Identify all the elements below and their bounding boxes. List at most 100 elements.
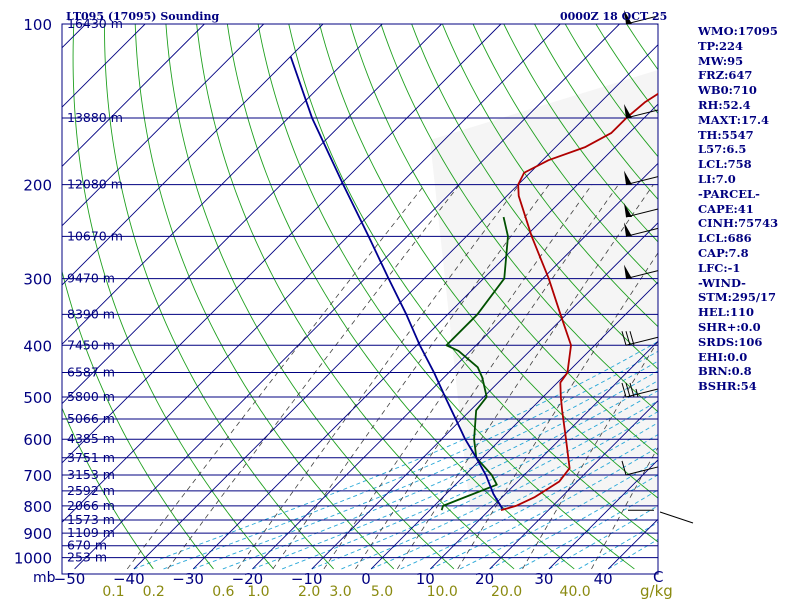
pressure-unit-label: mb — [33, 570, 56, 586]
height-label: 9470 m — [67, 271, 115, 286]
index-value: HEL:110 — [698, 305, 754, 320]
barb-pennant — [624, 264, 632, 279]
height-label: 4385 m — [67, 431, 115, 446]
wind-barb — [624, 10, 659, 25]
temperature-tick-label: −20 — [232, 570, 264, 588]
isotherm — [311, 222, 658, 570]
pressure-tick-label: 1000 — [14, 550, 52, 568]
dry-adiabat — [349, 24, 658, 456]
height-label: 12080 m — [67, 177, 123, 192]
barb-feather — [625, 382, 631, 398]
isotherm — [62, 24, 442, 405]
chart-title: LT095 (17095) Sounding — [66, 10, 219, 23]
dry-adiabat — [441, 24, 658, 328]
dry-adiabat — [411, 24, 658, 370]
index-value: LCL:686 — [698, 231, 752, 246]
isobars — [61, 23, 659, 575]
dry-adiabat — [62, 269, 214, 570]
barb-shaft — [625, 336, 659, 346]
isotherm — [62, 24, 502, 464]
dry-adiabat — [196, 24, 515, 570]
wind-barb — [624, 103, 659, 119]
axis-labels: LT095 (17095) Sounding 0000Z 18 OCT 25 m… — [14, 10, 673, 600]
pressure-tick-label: 800 — [23, 498, 52, 516]
thermo-background — [62, 24, 658, 570]
temperature-tick-label: −10 — [291, 570, 323, 588]
moist-adiabat — [281, 390, 658, 570]
barb-shaft — [625, 270, 659, 280]
mixing-ratio-line — [355, 184, 619, 570]
moist-adiabat — [311, 400, 658, 570]
wind-barb — [624, 203, 659, 218]
mixing-ratio-line — [396, 184, 654, 570]
barb-pennant — [624, 222, 632, 237]
height-label: 16430 m — [67, 16, 123, 31]
pressure-tick-label: 900 — [23, 525, 52, 543]
height-label: 3153 m — [67, 467, 115, 482]
pressure-tick-label: 100 — [23, 16, 52, 34]
temperature-tick-label: −50 — [54, 570, 86, 588]
height-label: 6587 m — [67, 365, 115, 380]
isotherm — [62, 24, 324, 286]
temperature-tick-label: 10 — [416, 570, 435, 588]
mixing-ratio-line — [167, 184, 460, 570]
index-value: TP:224 — [698, 38, 744, 53]
height-label: 5066 m — [67, 411, 115, 426]
height-label: 13880 m — [67, 110, 123, 125]
x-axis-end-label: C — [653, 568, 663, 586]
moist-adiabat — [430, 446, 658, 570]
temperature-tick-label: 40 — [594, 570, 613, 588]
mixing-ratio-line — [126, 184, 426, 570]
wind-barb — [624, 170, 659, 186]
height-label: 7450 m — [67, 337, 115, 352]
index-value: -PARCEL- — [698, 186, 760, 201]
moist-adiabat — [341, 411, 658, 570]
barb-shaft — [625, 109, 659, 119]
barb-feather — [629, 331, 635, 346]
pressure-tick-label: 700 — [23, 467, 52, 485]
index-value: LI:7.0 — [698, 171, 736, 186]
isotherm — [252, 162, 658, 570]
mixing-ratio-line — [591, 446, 658, 570]
valid-time: 0000Z 18 OCT 25 — [560, 10, 667, 23]
mixing-ratio-label: 2.0 — [298, 584, 320, 600]
mixing-ratio-label: 20.0 — [491, 584, 522, 600]
barb-shaft — [625, 227, 659, 237]
pressure-tick-label: 400 — [23, 337, 52, 355]
height-label: 1573 m — [67, 512, 115, 527]
mixing-ratio-label: 1.0 — [247, 584, 269, 600]
isotherm — [548, 459, 658, 570]
dewpoint-profile — [440, 216, 509, 511]
moist-adiabat — [489, 474, 658, 570]
wind-barb — [624, 264, 659, 280]
pressure-tick-label: 600 — [23, 431, 52, 449]
pressure-tick-label: 200 — [23, 177, 52, 195]
wind-barb — [621, 460, 659, 476]
index-value: L57:6.5 — [698, 142, 747, 157]
mixing-ratio-line — [323, 184, 593, 570]
index-value: SHR+:0.0 — [698, 319, 761, 334]
height-label: 3751 m — [67, 450, 115, 465]
index-value: SRDS:106 — [698, 334, 763, 349]
barb-feather — [629, 382, 635, 398]
barb-shaft — [625, 15, 659, 25]
height-label: 1109 m — [67, 525, 115, 540]
barb-feather — [621, 460, 627, 476]
isotherm — [62, 24, 265, 227]
mixing-ratio-line — [272, 184, 550, 570]
height-label: 2592 m — [67, 483, 115, 498]
barb-feather — [621, 382, 627, 398]
index-value: CAPE:41 — [698, 201, 754, 216]
moist-adiabat — [519, 489, 658, 570]
moist-adiabat — [193, 360, 658, 570]
height-label: 253 m — [67, 550, 107, 565]
temperature-tick-label: 20 — [475, 570, 494, 588]
isotherm — [62, 24, 561, 523]
index-value: -WIND- — [698, 275, 746, 290]
isotherm — [370, 281, 658, 570]
isotherm — [133, 44, 658, 570]
mixing-ratio-label: 40.0 — [560, 584, 591, 600]
temperature-tick-label: 30 — [534, 570, 553, 588]
index-value: MW:95 — [698, 53, 744, 68]
